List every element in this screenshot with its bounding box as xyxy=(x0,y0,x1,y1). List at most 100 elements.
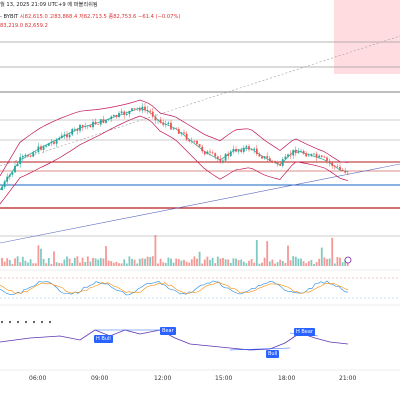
rsi-marker-dot xyxy=(40,320,44,324)
candle-body xyxy=(81,125,84,127)
candle-body xyxy=(84,126,87,127)
volume-bar xyxy=(154,235,157,266)
volume-bar xyxy=(250,259,253,266)
band-upper-value: 83,219.0 xyxy=(0,23,24,29)
candle-body xyxy=(172,128,175,130)
volume-bar xyxy=(55,262,58,266)
volume-bar xyxy=(258,263,261,266)
candle-body xyxy=(209,151,211,153)
volume-bar xyxy=(255,240,258,266)
candle-body xyxy=(341,169,344,171)
indicator-settings-icon[interactable] xyxy=(344,256,352,264)
volume-bar xyxy=(84,262,87,266)
volume-bar xyxy=(214,263,217,266)
divergence-bull-badge[interactable]: Bull xyxy=(266,350,280,358)
candle-body xyxy=(8,174,11,177)
candle-body xyxy=(248,146,250,150)
volume-bar xyxy=(196,258,198,266)
volume-bar xyxy=(123,259,126,266)
close-value: 종82,753.6 xyxy=(108,14,137,20)
divergence-bear-badge[interactable]: Bear xyxy=(160,327,176,335)
volume-bar xyxy=(34,263,37,266)
candle-body xyxy=(34,152,37,153)
volume-bar xyxy=(219,258,222,266)
candle-body xyxy=(112,115,115,117)
volume-bar xyxy=(19,262,22,266)
trendline-lower[interactable] xyxy=(0,163,400,244)
candle-body xyxy=(164,124,167,125)
volume-bar xyxy=(198,251,201,266)
volume-bar xyxy=(328,258,331,266)
volume-bar xyxy=(97,259,100,266)
volume-bar xyxy=(180,260,183,266)
volume-bar xyxy=(294,256,297,266)
candle-body xyxy=(120,111,123,113)
volume-bar xyxy=(45,263,48,266)
divergence-hbear-badge[interactable]: H Bear xyxy=(294,328,315,336)
volume-bar xyxy=(105,246,107,266)
volume-bar xyxy=(14,258,16,266)
time-tick: 12:00 xyxy=(154,375,172,382)
volume-bar xyxy=(133,259,136,266)
candle-body xyxy=(76,128,79,131)
candle-body xyxy=(180,132,183,134)
volume-bar xyxy=(268,261,271,266)
candle-body xyxy=(235,149,237,152)
candle-body xyxy=(141,106,144,111)
volume-bar xyxy=(1,257,3,266)
candle-body xyxy=(19,157,22,164)
candle-body xyxy=(55,139,58,144)
volume-bar xyxy=(58,263,61,266)
candle-body xyxy=(276,161,279,165)
volume-bar xyxy=(284,262,287,266)
candle-body xyxy=(71,129,74,135)
candle-body xyxy=(242,147,245,152)
rsi-marker-dot xyxy=(48,320,52,324)
low-value: 저82,713.5 xyxy=(78,14,107,20)
volume-bar xyxy=(120,263,123,266)
volume-bar xyxy=(271,259,274,266)
volume-bar xyxy=(94,258,97,266)
candle-body xyxy=(110,116,113,119)
osc-fast-line xyxy=(0,280,349,296)
divergence-hbull-badge[interactable]: H Bull xyxy=(94,335,113,343)
candle-body xyxy=(128,110,131,114)
candle-body xyxy=(146,110,149,111)
open-value: 시82,615.0 xyxy=(19,14,48,20)
candle-body xyxy=(94,122,97,125)
candle-body xyxy=(214,153,217,157)
candle-body xyxy=(206,151,209,155)
volume-bar xyxy=(287,245,289,266)
volume-bar xyxy=(29,259,32,266)
volume-bar xyxy=(118,263,120,266)
volume-bar xyxy=(167,257,170,266)
volume-bar xyxy=(310,259,313,266)
volume-bar xyxy=(206,256,209,266)
volume-bar xyxy=(60,263,63,266)
highlight-zone xyxy=(334,0,400,74)
volume-bar xyxy=(315,262,318,266)
candle-body xyxy=(138,108,141,111)
volume-bar xyxy=(185,261,188,266)
candle-body xyxy=(154,116,157,121)
volume-bar xyxy=(323,257,326,266)
rsi-marker-dot xyxy=(16,320,20,324)
candle-body xyxy=(102,119,105,123)
candlesticks xyxy=(1,103,349,191)
candle-body xyxy=(294,149,297,154)
candle-body xyxy=(185,133,188,140)
candle-body xyxy=(266,156,269,159)
volume-bar xyxy=(344,259,347,266)
candle-body xyxy=(336,166,339,167)
volume-bar xyxy=(162,262,165,266)
candle-body xyxy=(21,156,24,158)
volume-bar xyxy=(183,259,185,266)
volume-bar xyxy=(237,260,240,266)
candle-body xyxy=(219,158,222,163)
volume-bar xyxy=(177,259,180,266)
candle-body xyxy=(115,115,118,117)
volume-bar xyxy=(302,261,305,266)
candle-body xyxy=(211,152,214,154)
candle-body xyxy=(183,132,185,134)
